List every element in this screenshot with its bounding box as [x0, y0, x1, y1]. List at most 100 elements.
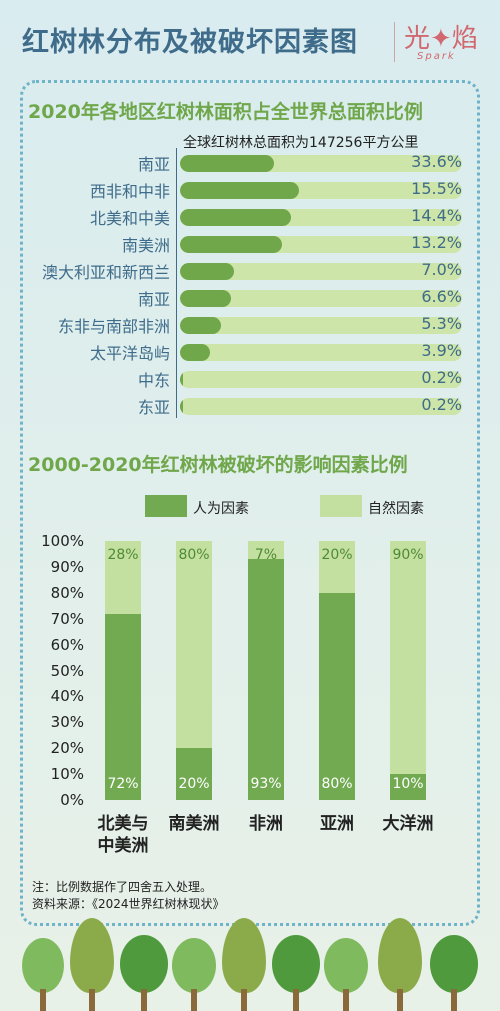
x-category-line: 非洲: [249, 814, 283, 834]
bar-track: [180, 209, 462, 226]
tree-trunk-icon: [141, 989, 147, 1011]
y-tick-label: 70%: [50, 609, 84, 628]
tree-trunk-icon: [89, 989, 95, 1011]
legend-swatch: [320, 495, 362, 517]
bar-category-label: 南亚: [137, 290, 170, 309]
bar-category-label: 南亚: [137, 155, 170, 174]
bar-track: [180, 371, 462, 388]
bar-value-label: 5.3%: [421, 314, 462, 333]
bar-value-label: 13.2%: [411, 233, 462, 252]
y-tick-label: 50%: [50, 661, 84, 680]
bar-value-label: 0.2%: [421, 368, 462, 387]
natural-value-label: 90%: [392, 547, 424, 563]
x-category-label: 非洲: [226, 813, 306, 835]
brand-logo: 光✦焰: [404, 24, 478, 54]
bar-fill: [180, 263, 234, 280]
y-tick-label: 100%: [41, 532, 84, 550]
stack-segment-natural: [390, 541, 426, 775]
legend-label: 自然因素: [368, 501, 424, 517]
bar-fill: [180, 155, 274, 172]
section2-title: 2000-2020年红树林被破坏的影响因素比例: [28, 454, 408, 476]
bar-chart-axis: [176, 148, 177, 418]
bar-category-label: 中东: [137, 371, 170, 390]
stack-segment-human: [390, 774, 426, 800]
bar-value-label: 3.9%: [421, 341, 462, 360]
stack-segment-human: [319, 592, 355, 800]
tree-crown-icon: [378, 918, 422, 993]
human-value-label: 93%: [250, 776, 282, 792]
tree-crown-icon: [222, 918, 266, 993]
bar-value-label: 7.0%: [421, 260, 462, 279]
legend-swatch: [145, 495, 187, 517]
legend-label: 人为因素: [193, 501, 249, 517]
x-category-line: 中美洲: [97, 836, 149, 856]
y-tick-label: 60%: [50, 635, 84, 654]
bar-fill: [180, 290, 231, 307]
bar-value-label: 33.6%: [411, 152, 462, 171]
bar-value-label: 15.5%: [411, 179, 462, 198]
logo-divider: [394, 22, 395, 62]
tree-crown-icon: [70, 918, 114, 993]
y-tick-label: 30%: [50, 713, 84, 732]
tree-trunk-icon: [343, 989, 349, 1011]
bar-value-label: 0.2%: [421, 395, 462, 414]
bar-track: [180, 155, 462, 172]
bar-fill: [180, 398, 183, 415]
natural-value-label: 7%: [254, 547, 278, 563]
bar-category-label: 北美和中美: [89, 209, 170, 228]
tree-trunk-icon: [40, 989, 46, 1011]
bar-category-label: 南美洲: [121, 236, 170, 255]
y-tick-label: 20%: [50, 739, 84, 758]
bar-track: [180, 290, 462, 307]
tree-trunk-icon: [293, 989, 299, 1011]
tree-trunk-icon: [397, 989, 403, 1011]
x-category-line: 大洋洲: [382, 814, 434, 834]
x-category-line: 北美与: [97, 814, 149, 834]
bar-track: [180, 317, 462, 334]
bar-track: [180, 182, 462, 199]
y-tick-label: 40%: [50, 687, 84, 706]
brand-logo-subtitle: Spark: [417, 51, 456, 62]
human-value-label: 80%: [321, 776, 353, 792]
bar-category-label: 西非和中非: [89, 182, 170, 201]
x-category-line: 亚洲: [320, 814, 354, 834]
tree-crown-icon: [172, 938, 216, 993]
natural-value-label: 20%: [321, 547, 353, 563]
tree-crown-icon: [272, 935, 320, 993]
tree-crown-icon: [430, 935, 478, 993]
rounding-note: 注：比例数据作了四舍五入处理。: [32, 880, 213, 894]
x-category-label: 亚洲: [297, 813, 377, 835]
bar-fill: [180, 371, 183, 388]
bar-category-label: 澳大利亚和新西兰: [41, 263, 170, 282]
tree-trunk-icon: [451, 989, 457, 1011]
natural-value-label: 80%: [178, 547, 210, 563]
bar-track: [180, 263, 462, 280]
page-title: 红树林分布及被破坏因素图: [22, 27, 358, 58]
bar-fill: [180, 317, 221, 334]
bar-fill: [180, 236, 282, 253]
stack-segment-natural: [176, 541, 212, 749]
x-category-label: 北美与 中美洲: [83, 813, 163, 857]
tree-crown-icon: [22, 938, 64, 993]
x-category-label: 大洋洲: [368, 813, 448, 835]
bar-value-label: 14.4%: [411, 206, 462, 225]
y-tick-label: 0%: [60, 791, 84, 809]
stack-segment-natural: [319, 541, 355, 593]
bar-value-label: 6.6%: [421, 287, 462, 306]
bar-category-label: 东非与南部非洲: [57, 317, 170, 336]
natural-value-label: 28%: [107, 547, 139, 563]
y-tick-label: 10%: [50, 765, 84, 784]
bar-fill: [180, 344, 211, 361]
bar-category-label: 太平洋岛屿: [89, 344, 170, 363]
human-value-label: 72%: [107, 776, 139, 792]
y-tick-label: 80%: [50, 583, 84, 602]
bar-fill: [180, 209, 291, 226]
stack-segment-human: [248, 559, 284, 800]
tree-trunk-icon: [191, 989, 197, 1011]
source-note: 资料来源：《2024世界红树林现状》: [32, 897, 225, 911]
human-value-label: 10%: [392, 776, 424, 792]
bar-track: [180, 398, 462, 415]
total-area-note: 全球红树林总面积为147256平方公里: [183, 135, 419, 151]
tree-crown-icon: [120, 935, 168, 993]
